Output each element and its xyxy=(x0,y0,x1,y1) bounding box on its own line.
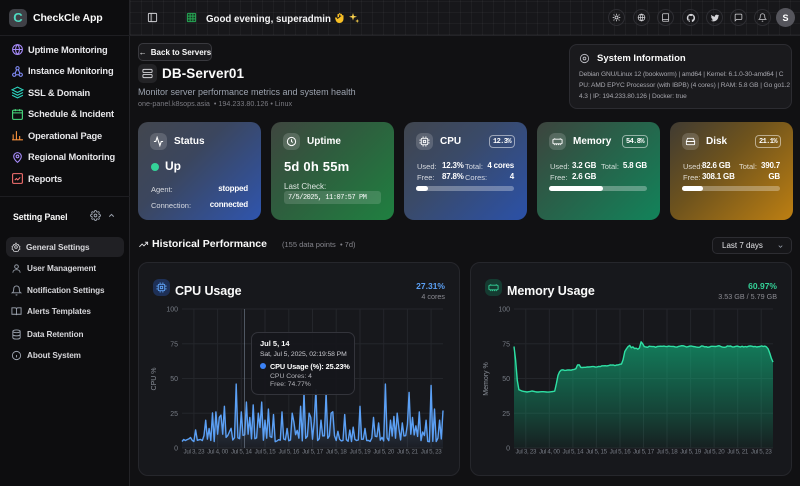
svg-text:Jul 5, 21: Jul 5, 21 xyxy=(727,449,749,456)
svg-text:0: 0 xyxy=(506,446,510,453)
svg-text:Jul 5, 20: Jul 5, 20 xyxy=(704,449,726,456)
svg-text:Jul 5, 18: Jul 5, 18 xyxy=(657,449,679,456)
svg-text:25: 25 xyxy=(502,411,510,418)
svg-text:Jul 5, 14: Jul 5, 14 xyxy=(563,449,585,456)
svg-text:25: 25 xyxy=(170,411,178,418)
svg-text:Jul 5, 17: Jul 5, 17 xyxy=(302,449,324,456)
svg-text:Jul 5, 20: Jul 5, 20 xyxy=(373,449,395,456)
svg-text:Jul 4, 00: Jul 4, 00 xyxy=(539,449,561,456)
svg-text:Jul 5, 17: Jul 5, 17 xyxy=(633,449,655,456)
svg-text:100: 100 xyxy=(498,307,510,314)
svg-text:Memory %: Memory % xyxy=(483,362,490,395)
svg-text:Jul 5, 19: Jul 5, 19 xyxy=(350,449,372,456)
svg-text:0: 0 xyxy=(174,446,178,453)
svg-text:Jul 5, 19: Jul 5, 19 xyxy=(680,449,702,456)
svg-text:Jul 5, 14: Jul 5, 14 xyxy=(231,449,253,456)
svg-text:Jul 5, 23: Jul 5, 23 xyxy=(751,449,773,456)
svg-text:Jul 5, 16: Jul 5, 16 xyxy=(610,449,632,456)
svg-text:CPU %: CPU % xyxy=(151,368,158,391)
svg-text:Jul 5, 15: Jul 5, 15 xyxy=(255,449,277,456)
svg-text:75: 75 xyxy=(170,341,178,348)
svg-text:Jul 5, 15: Jul 5, 15 xyxy=(586,449,608,456)
svg-text:Jul 3, 23: Jul 3, 23 xyxy=(184,449,206,456)
svg-text:Jul 5, 16: Jul 5, 16 xyxy=(278,449,300,456)
svg-text:Jul 5, 21: Jul 5, 21 xyxy=(397,449,419,456)
svg-text:75: 75 xyxy=(502,341,510,348)
svg-text:Jul 4, 00: Jul 4, 00 xyxy=(207,449,229,456)
svg-text:Jul 5, 23: Jul 5, 23 xyxy=(421,449,443,456)
svg-text:50: 50 xyxy=(502,376,510,383)
svg-text:Jul 3, 23: Jul 3, 23 xyxy=(515,449,537,456)
svg-text:50: 50 xyxy=(170,376,178,383)
svg-text:100: 100 xyxy=(166,307,178,314)
svg-text:Jul 5, 18: Jul 5, 18 xyxy=(326,449,348,456)
